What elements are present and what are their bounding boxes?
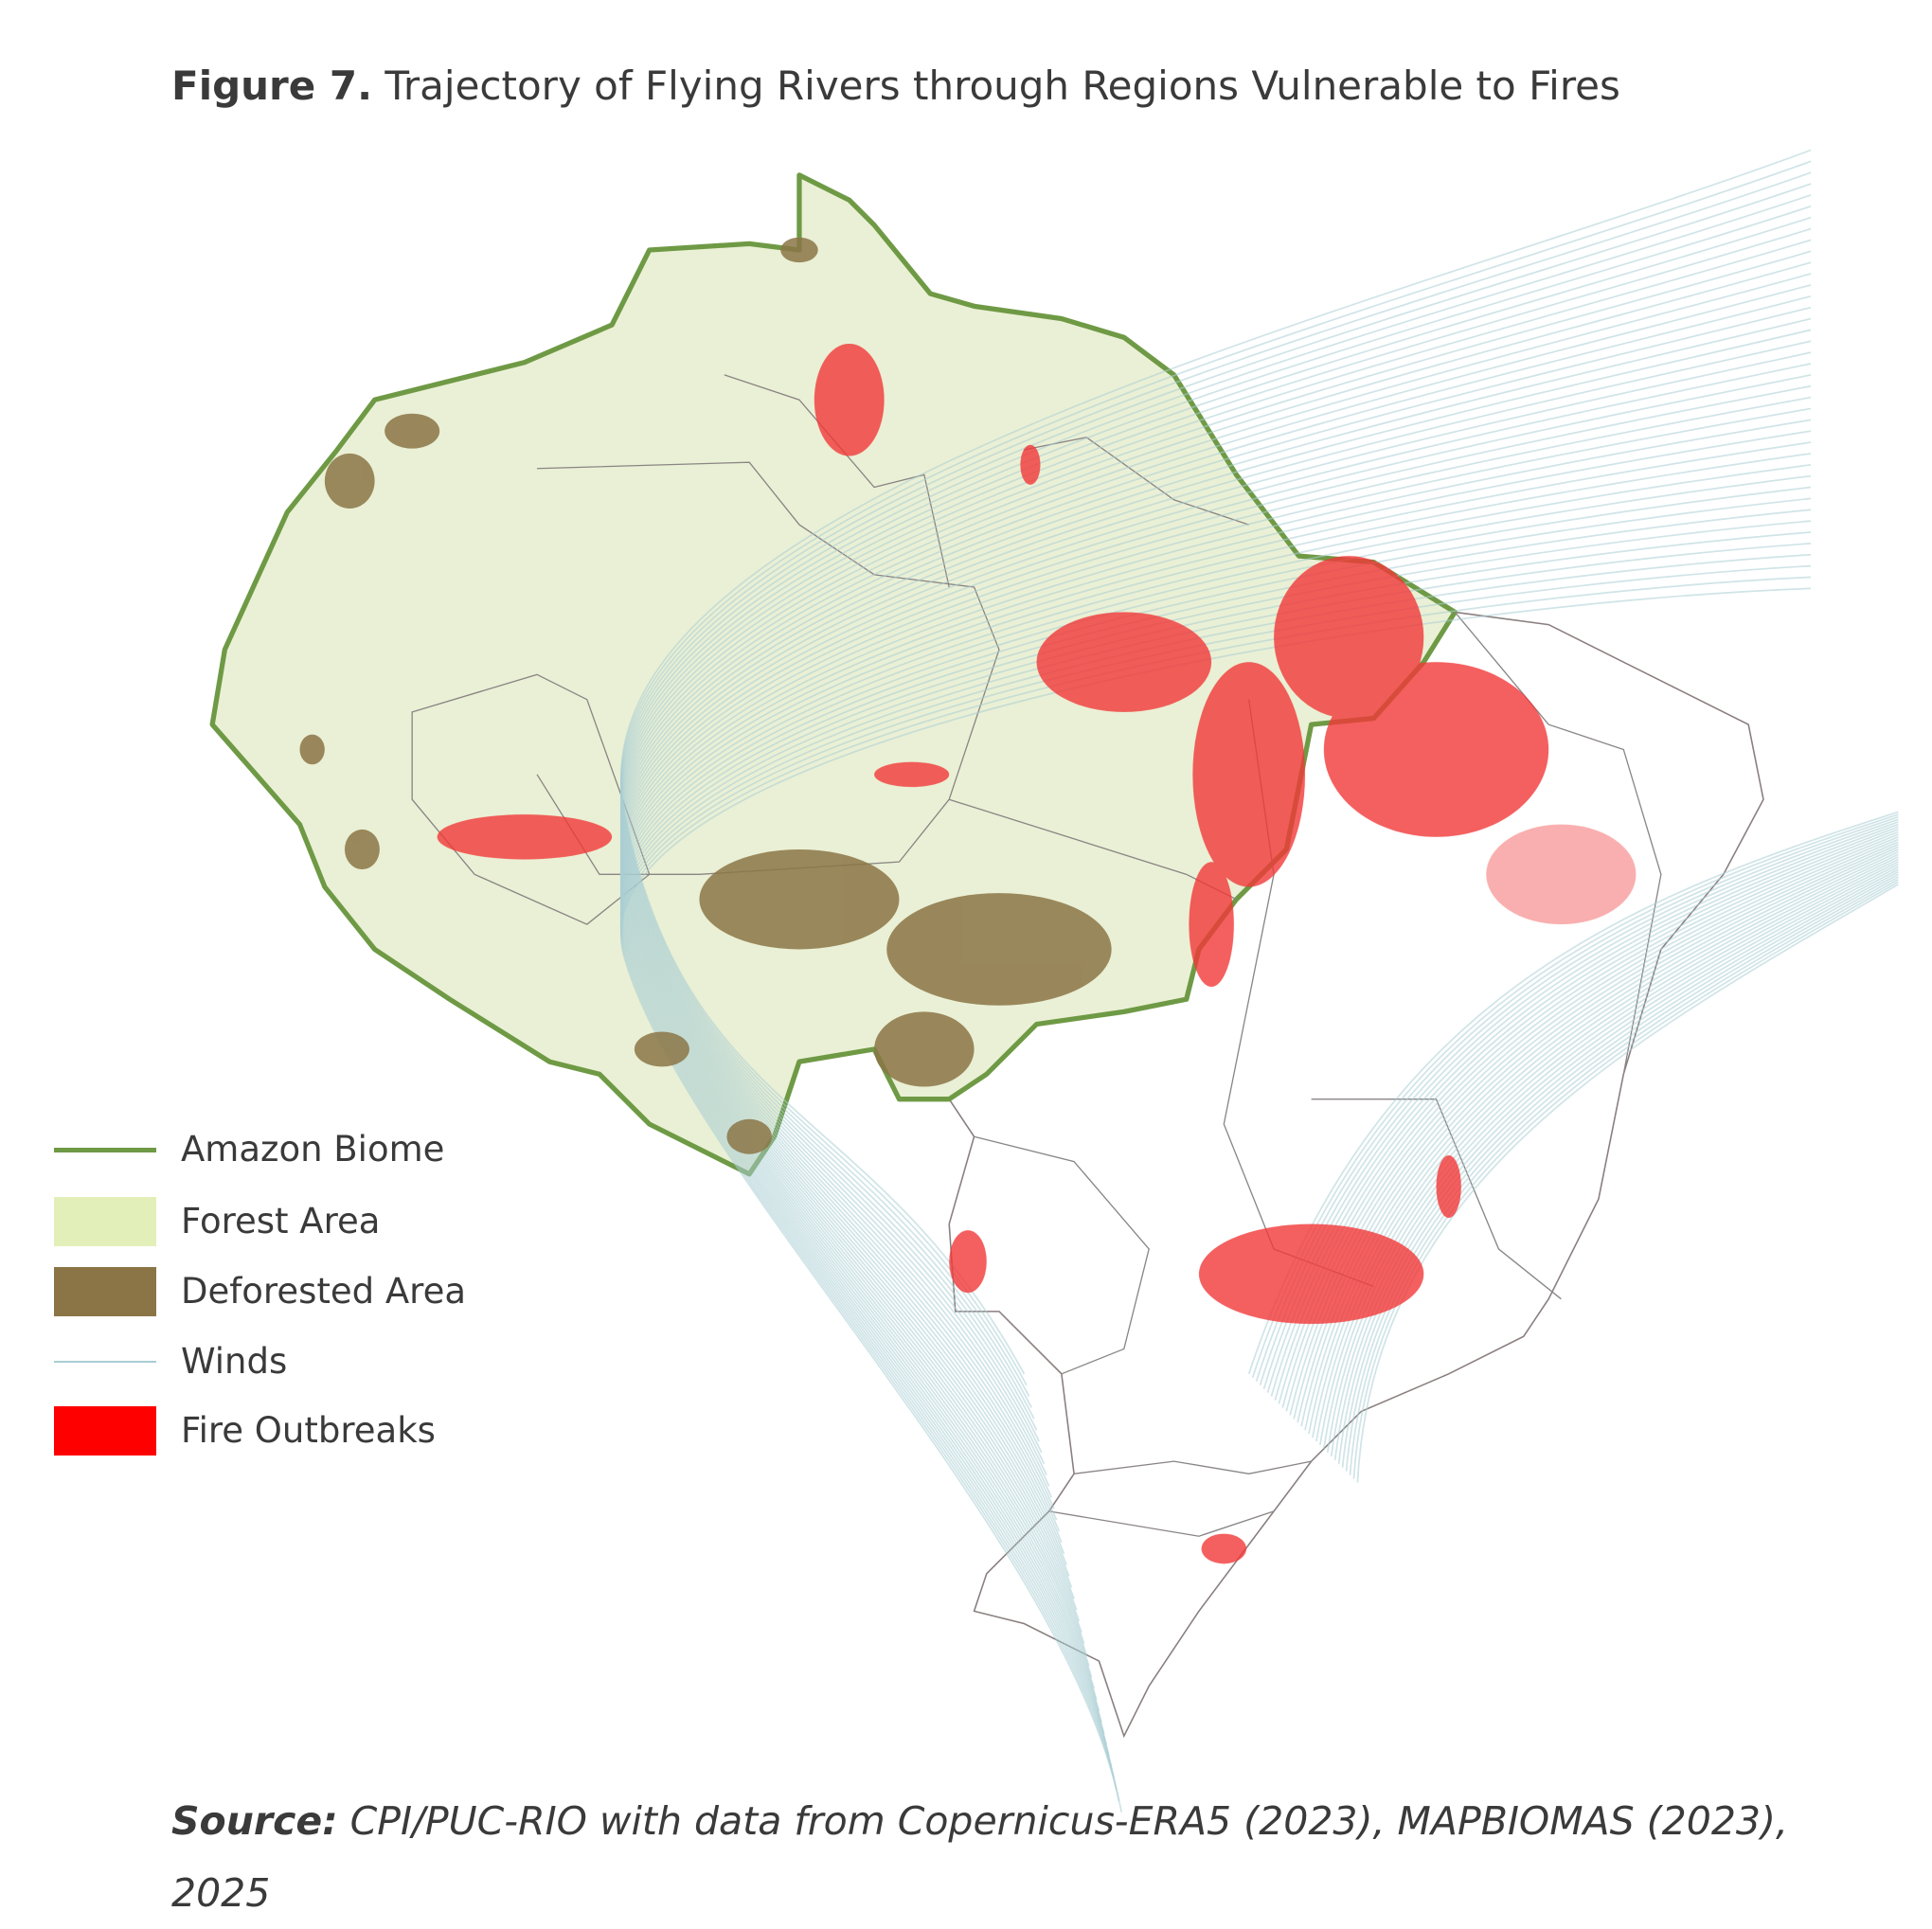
wind-line bbox=[620, 295, 1812, 1521]
wind-line bbox=[1341, 873, 1899, 1468]
wind-line bbox=[620, 463, 1812, 1689]
wind-line bbox=[620, 384, 1812, 1611]
wind-line bbox=[1330, 866, 1899, 1456]
wind-line bbox=[620, 250, 1812, 1475]
wind-line bbox=[620, 441, 1812, 1667]
wind-line bbox=[1326, 864, 1899, 1454]
wind-line bbox=[620, 374, 1812, 1599]
legend-label: Forest Area bbox=[181, 1201, 381, 1241]
wind-line bbox=[620, 171, 1812, 1397]
wind-line bbox=[620, 351, 1812, 1577]
wind-line bbox=[620, 396, 1812, 1622]
legend-swatch bbox=[54, 1361, 156, 1363]
wind-line bbox=[620, 149, 1812, 1375]
figure-title: Trajectory of Flying Rivers through Regi… bbox=[385, 63, 1620, 109]
wind-line bbox=[620, 261, 1812, 1487]
fire-outbreaks bbox=[437, 343, 1637, 1564]
wind-line bbox=[620, 419, 1812, 1644]
source-text: CPI/PUC-RIO with data from Copernicus-ER… bbox=[171, 1798, 1789, 1916]
legend-swatch bbox=[54, 1406, 156, 1456]
wind-line bbox=[620, 474, 1812, 1701]
wind-line bbox=[620, 284, 1812, 1509]
legend-swatch bbox=[54, 1148, 156, 1152]
wind-line bbox=[1337, 870, 1899, 1464]
legend-label: Amazon Biome bbox=[181, 1129, 445, 1170]
wind-line bbox=[1356, 884, 1899, 1483]
wind-line bbox=[620, 317, 1812, 1544]
wind-line bbox=[1333, 868, 1899, 1460]
source-label: Source: bbox=[171, 1798, 338, 1844]
title: Figure 7. Trajectory of Flying Rivers th… bbox=[171, 63, 1620, 109]
legend-item: Deforested Area bbox=[54, 1263, 622, 1320]
legend-swatch bbox=[54, 1197, 156, 1246]
wind-line bbox=[1349, 878, 1899, 1475]
figure-label: Figure 7. bbox=[171, 63, 373, 109]
legend-swatch bbox=[54, 1267, 156, 1316]
wind-line bbox=[620, 340, 1812, 1565]
wind-line bbox=[1345, 876, 1899, 1472]
legend-item: Fire Outbreaks bbox=[54, 1402, 622, 1459]
legend-label: Winds bbox=[181, 1341, 288, 1382]
wind-line bbox=[620, 407, 1812, 1634]
wind-line bbox=[620, 363, 1812, 1588]
wind-line bbox=[620, 227, 1812, 1454]
legend-label: Deforested Area bbox=[181, 1271, 467, 1312]
wind-line bbox=[620, 306, 1812, 1532]
legend-item: Winds bbox=[54, 1333, 622, 1390]
wind-line bbox=[620, 239, 1812, 1465]
wind-line bbox=[620, 216, 1812, 1442]
wind-line bbox=[620, 194, 1812, 1420]
wind-line bbox=[620, 430, 1812, 1655]
wind-line bbox=[620, 183, 1812, 1408]
deforested-area bbox=[299, 237, 1112, 1154]
legend-item: Forest Area bbox=[54, 1193, 622, 1250]
legend-label: Fire Outbreaks bbox=[181, 1410, 436, 1451]
wind-line bbox=[620, 160, 1812, 1386]
wind-line bbox=[620, 329, 1812, 1555]
wind-line bbox=[1352, 881, 1899, 1479]
wind-line bbox=[620, 453, 1812, 1678]
wind-line bbox=[620, 486, 1812, 1712]
source: Source: CPI/PUC-RIO with data from Coper… bbox=[171, 1785, 1895, 1929]
legend-item: Amazon Biome bbox=[54, 1121, 622, 1178]
wind-line bbox=[620, 273, 1812, 1498]
wind-line bbox=[620, 205, 1812, 1431]
